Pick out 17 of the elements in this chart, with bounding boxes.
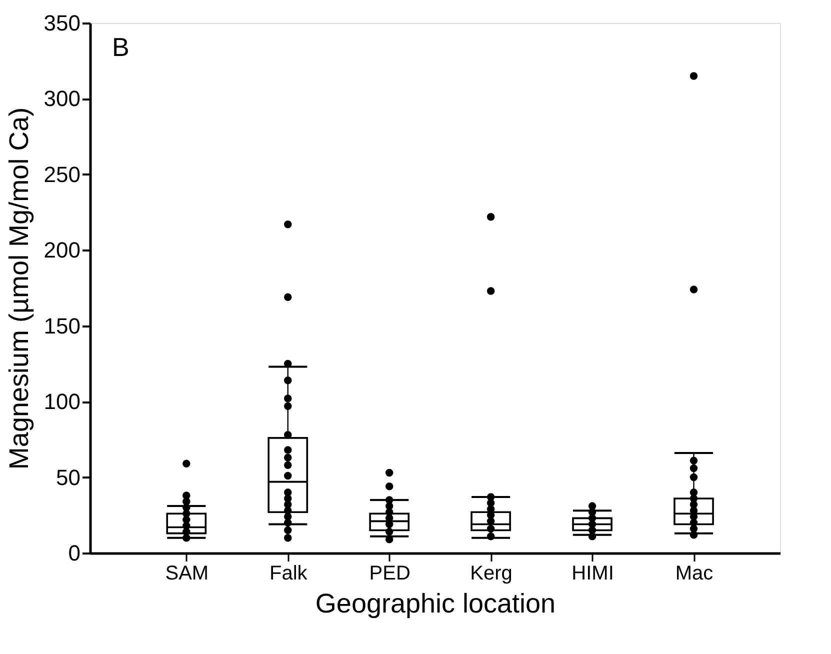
x-tick-label: Mac xyxy=(675,562,714,584)
y-tick-label: 150 xyxy=(44,313,80,338)
x-tick-label: Kerg xyxy=(470,562,512,584)
x-tick-label: Falk xyxy=(269,562,308,584)
y-tick-label: 300 xyxy=(44,86,80,112)
x-tick-label: PED xyxy=(369,562,410,584)
y-axis-title: Magnesium (µmol Mg/mol Ca) xyxy=(4,107,34,470)
x-axis-title: Geographic location xyxy=(315,588,556,618)
y-tick-label: 250 xyxy=(44,162,80,187)
y-tick-label: 100 xyxy=(44,389,80,414)
y-tick-label: 0 xyxy=(68,540,80,566)
y-tick-label: 350 xyxy=(44,10,80,36)
y-tick-label: 200 xyxy=(44,238,80,263)
y-tick-label: 50 xyxy=(56,464,80,490)
x-tick-label: SAM xyxy=(165,562,209,584)
annotation: B xyxy=(112,32,130,62)
x-tick-label: HIMI xyxy=(572,562,614,584)
